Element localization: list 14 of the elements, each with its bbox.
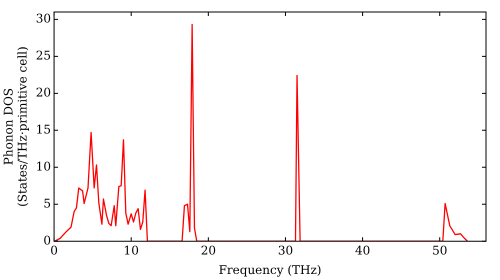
x-tick-label: 50 bbox=[432, 244, 448, 258]
x-tick-label: 20 bbox=[200, 244, 216, 258]
y-tick-label: 15 bbox=[36, 122, 52, 136]
y-tick-label: 20 bbox=[36, 85, 52, 100]
y-axis-title: Phonon DOS (States/THz·primitive cell) bbox=[1, 46, 30, 207]
y-tick-label: 30 bbox=[36, 12, 52, 26]
y-tick-label: 10 bbox=[36, 159, 52, 174]
y-tick-label: 0 bbox=[43, 233, 52, 248]
x-tick-label: 10 bbox=[124, 244, 139, 258]
x-tick-label: 40 bbox=[354, 244, 370, 258]
x-tick-label: 30 bbox=[278, 244, 294, 258]
y-tick-label: 25 bbox=[36, 48, 52, 62]
x-axis-title: Frequency (THz) bbox=[218, 262, 322, 277]
y-tick-label: 5 bbox=[43, 196, 52, 210]
